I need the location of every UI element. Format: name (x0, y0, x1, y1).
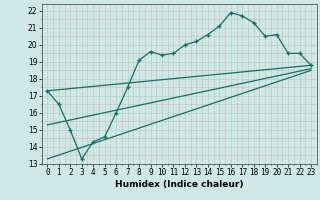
X-axis label: Humidex (Indice chaleur): Humidex (Indice chaleur) (115, 180, 244, 189)
